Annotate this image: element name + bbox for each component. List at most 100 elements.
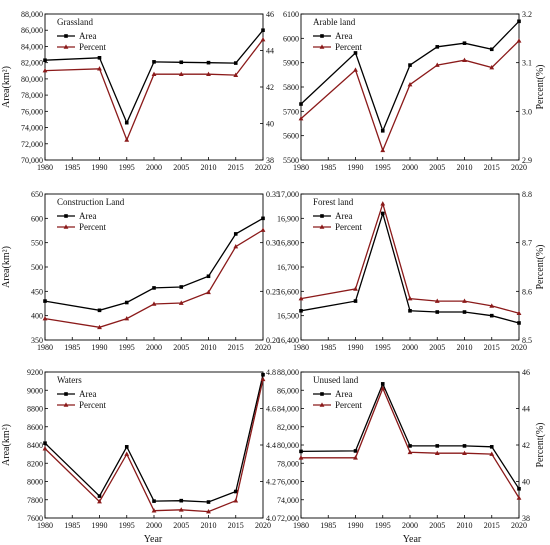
y-tick-label: 8400	[27, 441, 43, 450]
legend-label: Percent	[335, 42, 362, 52]
y-tick-label: 9000	[27, 386, 43, 395]
y2-axis-title: Percent(%)	[535, 423, 546, 468]
legend-label: Percent	[79, 222, 106, 232]
y2-tick-label: 3.1	[522, 59, 532, 68]
y2-tick-label: 2.9	[522, 156, 532, 165]
x-tick-label: 2020	[511, 163, 527, 172]
x-tick-label: 1985	[320, 163, 336, 172]
y2-tick-label: 4.0	[266, 514, 276, 523]
y-tick-label: 88,000	[21, 10, 43, 19]
y-tick-label: 78,000	[277, 459, 299, 468]
y-tick-label: 8000	[27, 478, 43, 487]
x-tick-label: 2020	[255, 521, 271, 530]
x-tick-label: 2000	[146, 163, 162, 172]
y2-tick-label: 8.6	[522, 287, 532, 296]
data-point-percent	[178, 71, 184, 77]
legend-marker	[63, 224, 69, 229]
x-tick-label: 2000	[402, 163, 418, 172]
legend-label: Area	[335, 389, 353, 399]
data-point-percent	[462, 57, 467, 63]
data-point-percent	[298, 296, 304, 301]
data-point-percent	[42, 446, 48, 451]
data-point-area	[43, 441, 47, 445]
data-point-percent	[260, 376, 266, 382]
panel-title: Unused land	[313, 375, 359, 385]
y2-tick-label: 4.8	[266, 368, 276, 377]
x-tick-label: 1995	[375, 343, 391, 352]
x-tick-label: 1980	[37, 163, 53, 172]
data-point-area	[353, 449, 358, 453]
data-point-area	[517, 19, 521, 24]
y2-tick-label: 4.4	[266, 441, 276, 450]
plot-frame-2	[44, 193, 264, 341]
data-point-percent	[434, 298, 440, 303]
series-line-area	[44, 29, 264, 125]
x-tick-label: 2005	[173, 343, 189, 352]
data-point-area	[97, 56, 102, 60]
x-axis-title: Year	[144, 534, 163, 545]
data-point-area	[489, 313, 494, 318]
data-point-area	[152, 60, 156, 64]
series-line-area	[300, 211, 520, 324]
x-tick-label: 2015	[484, 163, 500, 172]
y2-tick-label: 38	[266, 156, 274, 165]
x-tick-label: 1990	[92, 521, 108, 530]
x-tick-label: 2010	[201, 343, 217, 352]
data-point-percent	[42, 67, 48, 73]
data-point-area	[462, 444, 467, 448]
x-tick-label: 2015	[484, 521, 500, 530]
data-point-area	[233, 61, 238, 65]
legend-marker	[64, 214, 68, 218]
x-tick-label: 1990	[348, 163, 364, 172]
y-tick-label: 16,500	[277, 312, 299, 321]
data-point-area	[152, 499, 156, 503]
data-point-area	[299, 102, 303, 106]
x-tick-label: 1995	[119, 343, 135, 352]
data-point-area	[353, 299, 358, 303]
y-tick-label: 80,000	[277, 441, 299, 450]
y2-tick-label: 40	[522, 478, 530, 487]
y-tick-label: 88,000	[277, 368, 299, 377]
y-tick-label: 16,400	[277, 336, 299, 345]
y-tick-label: 74,000	[277, 496, 299, 505]
y2-tick-label: 8.7	[522, 239, 532, 248]
data-point-percent	[42, 315, 48, 321]
data-point-percent	[151, 508, 157, 513]
x-tick-label: 2010	[201, 163, 217, 172]
y-tick-label: 74,000	[21, 124, 43, 133]
plot-frame-0	[44, 13, 264, 161]
x-tick-label: 2020	[255, 343, 271, 352]
data-point-percent	[489, 303, 495, 308]
data-point-percent	[124, 315, 130, 321]
y-tick-label: 80,000	[21, 75, 43, 84]
y-tick-label: 550	[31, 239, 43, 248]
data-point-area	[408, 63, 412, 67]
x-tick-label: 1990	[92, 343, 108, 352]
y-tick-label: 5800	[283, 83, 299, 92]
data-point-area	[43, 58, 47, 63]
x-tick-label: 2005	[429, 343, 445, 352]
legend-marker	[320, 214, 324, 218]
y-tick-label: 84,000	[277, 405, 299, 414]
y-axis-title: Area(km²)	[1, 66, 12, 108]
y-tick-label: 82,000	[277, 423, 299, 432]
x-tick-label: 2020	[511, 521, 527, 530]
y-tick-label: 7600	[27, 514, 43, 523]
y-tick-label: 76,000	[277, 478, 299, 487]
data-point-area	[124, 300, 129, 305]
data-point-percent	[233, 72, 239, 77]
data-point-percent	[97, 498, 102, 504]
data-point-area	[462, 310, 467, 314]
y-tick-label: 16,800	[277, 239, 299, 248]
legend-marker	[63, 402, 69, 407]
data-point-percent	[516, 495, 522, 500]
data-point-area	[179, 60, 184, 65]
y-axis-title: Area(km²)	[1, 246, 12, 288]
data-point-percent	[462, 298, 467, 303]
data-point-percent	[380, 201, 386, 206]
y-tick-label: 72,000	[21, 140, 43, 149]
y2-tick-label: 8.5	[522, 336, 532, 345]
y-tick-label: 5900	[283, 59, 299, 68]
x-tick-label: 1995	[119, 521, 135, 530]
x-tick-label: 2010	[457, 343, 473, 352]
